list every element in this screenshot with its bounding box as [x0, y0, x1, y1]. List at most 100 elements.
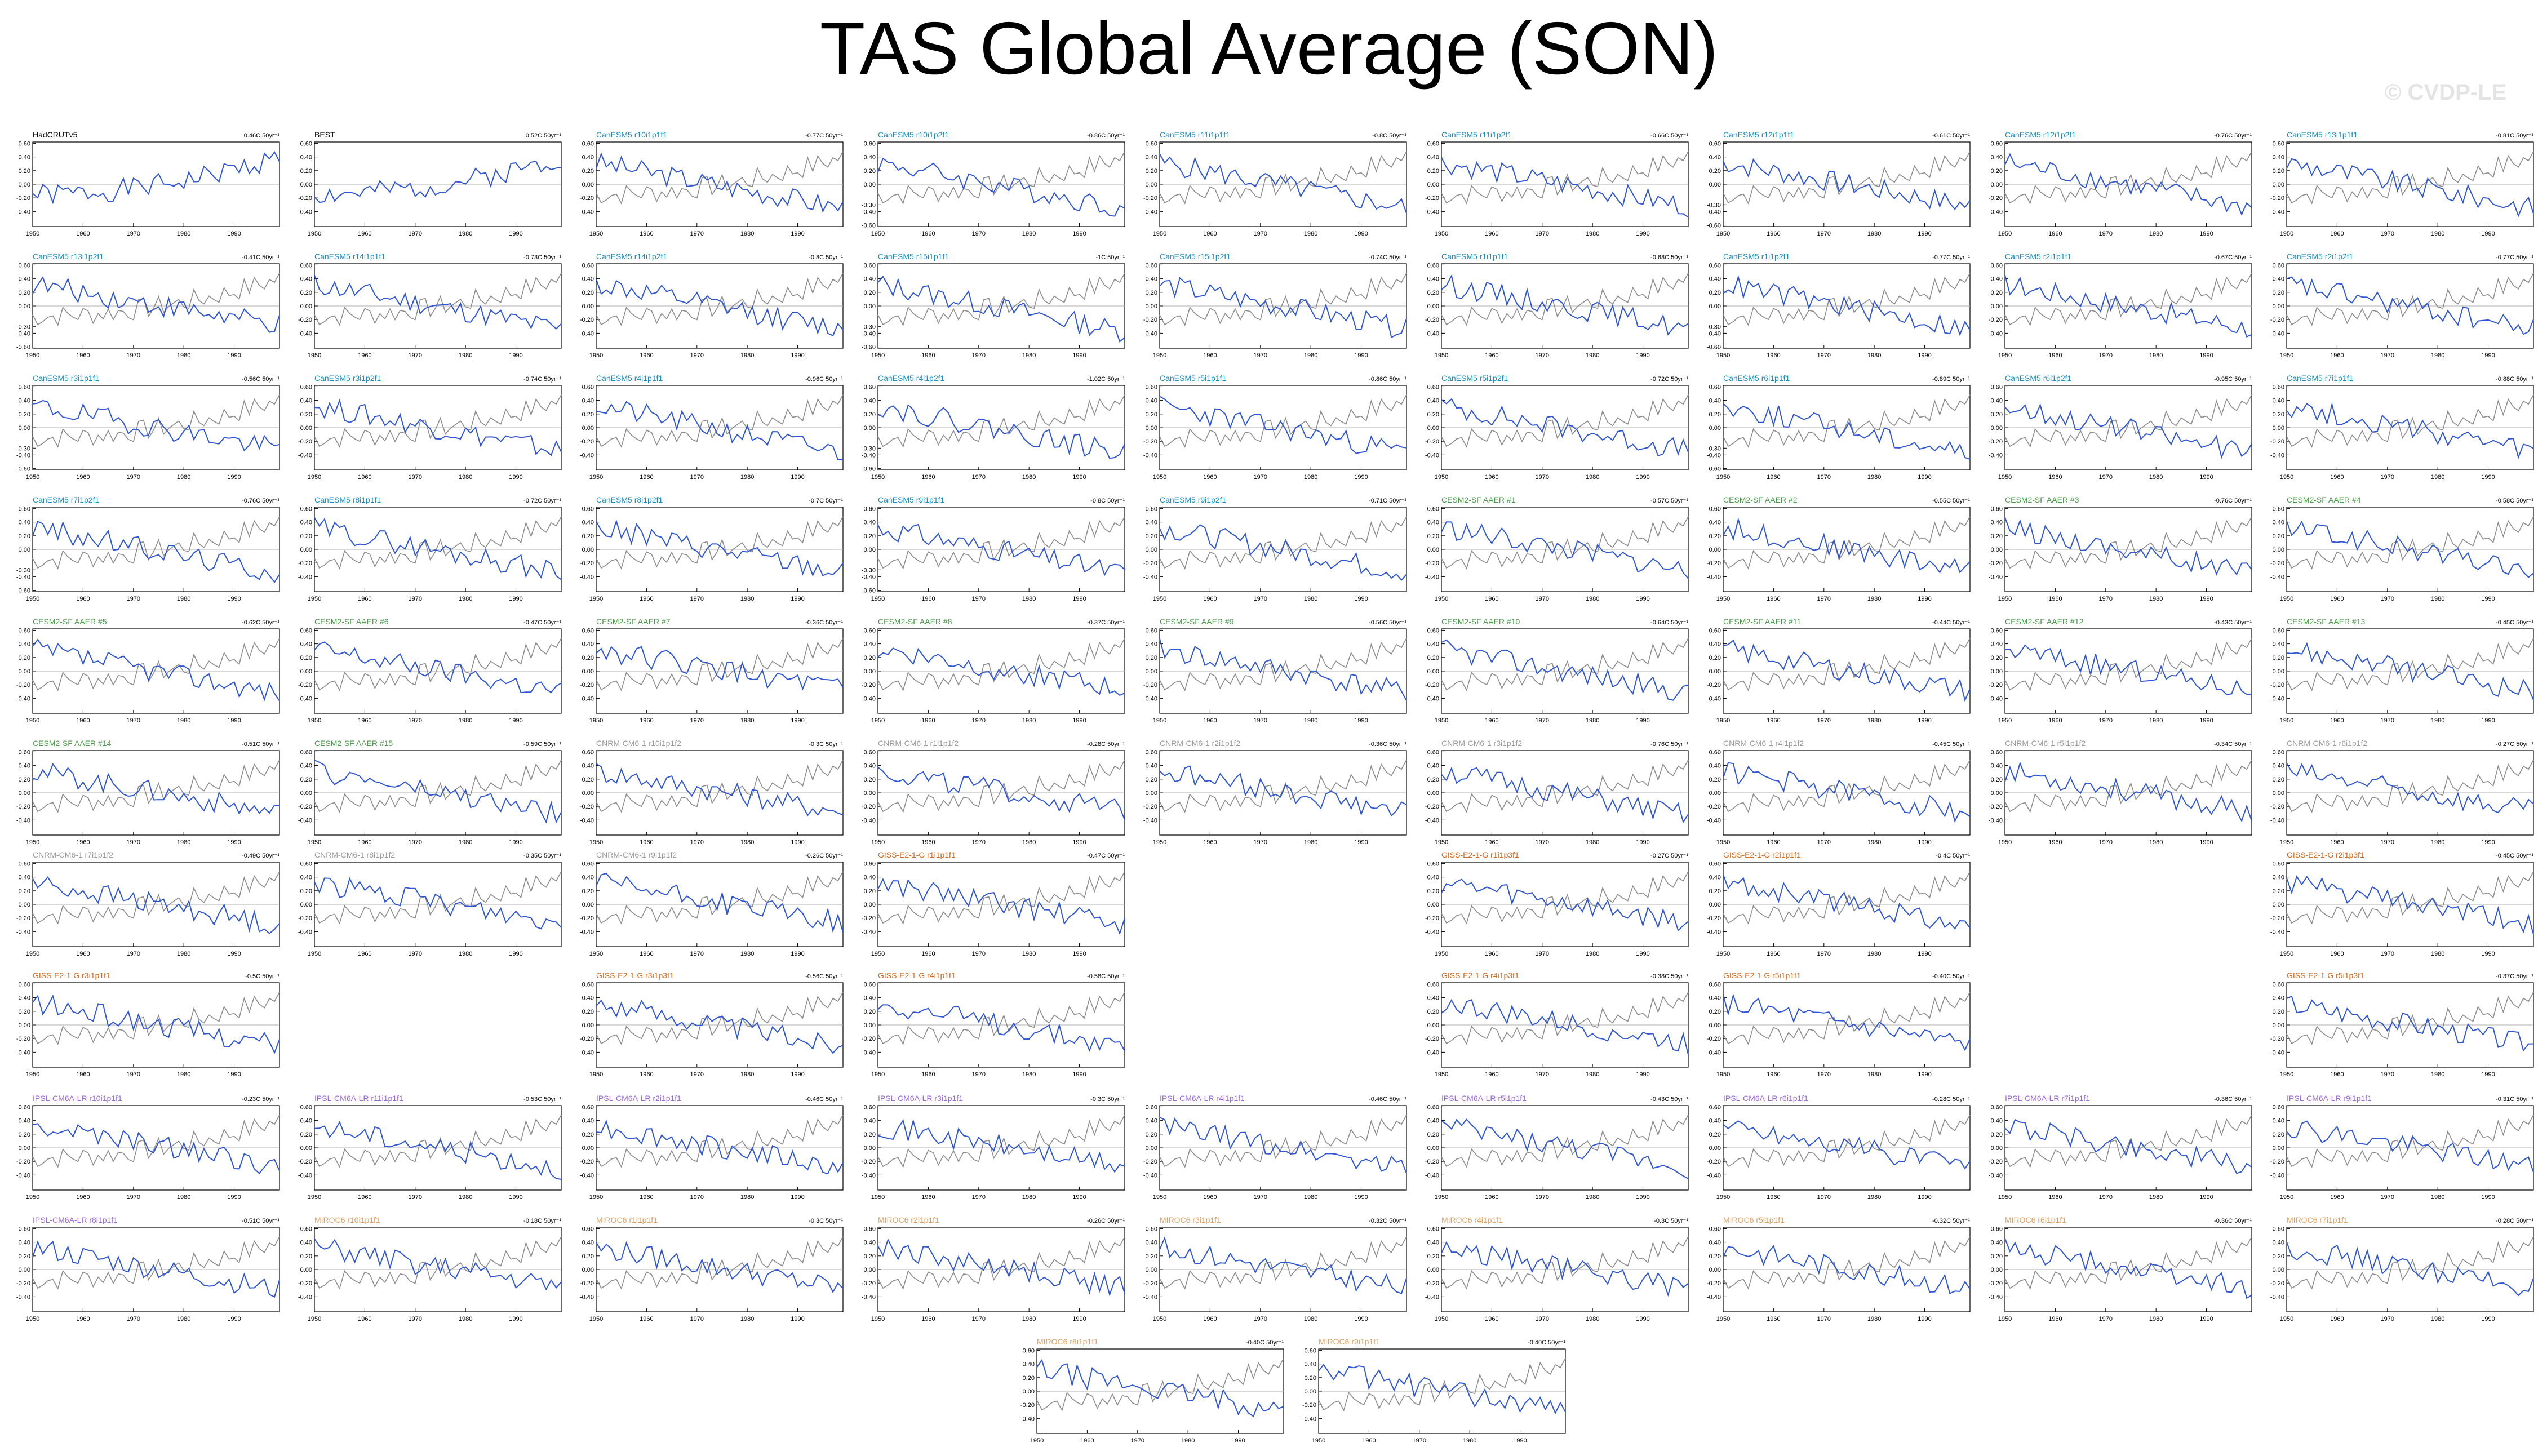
y-tick-label: 0.60 — [1991, 262, 2003, 269]
panel-label: IPSL-CM6A-LR r2i1p1f1 — [596, 1094, 681, 1103]
panel-label: GISS-E2-1-G r2i1p3f1 — [2287, 850, 2364, 859]
trend-value: -0.37C 50yr⁻¹ — [1087, 619, 1125, 626]
panel-label: IPSL-CM6A-LR r8i1p1f1 — [33, 1215, 118, 1224]
x-tick-label: 1950 — [2280, 1316, 2293, 1322]
observed-series-line — [314, 394, 562, 448]
y-tick-label: 0.20 — [19, 411, 30, 418]
y-tick-label: -0.20 — [1989, 438, 2003, 445]
trend-value: -0.3C 50yr⁻¹ — [809, 741, 843, 748]
x-tick-label: 1960 — [1485, 596, 1498, 602]
x-tick-label: 1980 — [2149, 1194, 2163, 1201]
x-tick-label: 1960 — [2330, 474, 2344, 481]
y-tick-label: 0.60 — [300, 505, 312, 512]
trend-value: -0.81C 50yr⁻¹ — [2496, 132, 2533, 139]
x-tick-label: 1960 — [2048, 230, 2062, 237]
x-tick-label: 1960 — [2048, 1316, 2062, 1322]
x-tick-label: 1970 — [690, 1071, 704, 1078]
y-tick-label: -0.40 — [862, 330, 876, 337]
x-tick-label: 1990 — [1918, 474, 1931, 481]
y-tick-label: 0.60 — [2273, 627, 2284, 634]
y-tick-label: 0.40 — [1991, 641, 2003, 648]
panel-label: CanESM5 r15i1p1f1 — [878, 252, 949, 261]
y-tick-label: 0.00 — [1146, 668, 1157, 675]
x-tick-label: 1980 — [1867, 1316, 1881, 1322]
member-series-line — [1723, 762, 1971, 823]
x-tick-label: 1970 — [2381, 1071, 2394, 1078]
panel-label: GISS-E2-1-G r4i1p3f1 — [1441, 971, 1519, 980]
x-tick-label: 1970 — [690, 839, 704, 846]
observed-series-line — [1159, 516, 1407, 570]
member-series-line — [877, 766, 1125, 820]
y-tick-label: -0.40 — [1425, 208, 1439, 215]
x-tick-label: 1960 — [1767, 1071, 1780, 1078]
y-tick-label: 0.00 — [582, 790, 594, 797]
panel-label: CanESM5 r5i1p2f1 — [1441, 374, 1508, 383]
x-tick-label: 1980 — [1586, 474, 1599, 481]
x-tick-label: 1960 — [358, 596, 371, 602]
x-tick-label: 1980 — [1022, 596, 1036, 602]
y-tick-label: -0.30 — [1707, 323, 1721, 330]
trend-value: -0.37C 50yr⁻¹ — [2496, 973, 2533, 980]
x-tick-label: 1980 — [1304, 230, 1317, 237]
panel-label: MIROC6 r7i1p1f1 — [2287, 1215, 2348, 1224]
x-tick-label: 1960 — [76, 352, 90, 359]
x-tick-label: 1950 — [2280, 1194, 2293, 1201]
trend-value: -0.72C 50yr⁻¹ — [1650, 376, 1688, 383]
trend-value: -0.88C 50yr⁻¹ — [2496, 376, 2533, 383]
trend-value: -0.35C 50yr⁻¹ — [523, 853, 561, 859]
member-series-line — [2286, 276, 2534, 335]
chart-panel: CESM2-SF AAER #3 -0.76C 50yr⁻¹ 0.60 0.40 0.2… — [1989, 495, 2252, 602]
x-tick-label: 1950 — [1998, 352, 2012, 359]
panel-label: CESM2-SF AAER #13 — [2287, 617, 2365, 626]
x-tick-label: 1990 — [1636, 951, 1649, 957]
trend-value: -0.46C 50yr⁻¹ — [805, 1096, 843, 1103]
observed-series-line — [877, 871, 1125, 925]
y-tick-label: 0.40 — [1427, 1240, 1439, 1246]
x-tick-label: 1950 — [1153, 1316, 1166, 1322]
observed-series-line — [314, 1115, 562, 1168]
y-tick-label: -0.30 — [16, 445, 30, 452]
panel-label: CanESM5 r10i1p1f1 — [596, 130, 667, 139]
y-tick-label: 0.60 — [1709, 981, 1721, 988]
panel-label: MIROC6 r8i1p1f1 — [1037, 1337, 1098, 1346]
x-tick-label: 1980 — [1867, 1071, 1881, 1078]
x-tick-label: 1990 — [791, 717, 804, 724]
y-tick-label: 0.40 — [300, 1118, 312, 1125]
x-tick-label: 1960 — [76, 1071, 90, 1078]
y-tick-label: 0.20 — [1709, 1253, 1721, 1260]
trend-value: -0.47C 50yr⁻¹ — [523, 619, 561, 626]
y-tick-label: -0.20 — [580, 804, 594, 810]
x-tick-label: 1980 — [2149, 839, 2163, 846]
chart-panel: IPSL-CM6A-LR r4i1p1f1 -0.46C 50yr⁻¹ 0.60 0.… — [1143, 1094, 1407, 1201]
y-tick-label: -0.30 — [862, 323, 876, 330]
y-tick-label: 0.60 — [300, 749, 312, 756]
y-tick-label: -0.40 — [298, 208, 312, 215]
x-tick-label: 1970 — [127, 474, 140, 481]
y-tick-label: 0.20 — [19, 533, 30, 540]
y-tick-label: -0.60 — [862, 223, 876, 229]
y-tick-label: 0.60 — [582, 140, 594, 147]
trend-value: -0.56C 50yr⁻¹ — [805, 973, 843, 980]
y-tick-label: 0.00 — [1709, 790, 1721, 797]
member-series-line — [314, 760, 562, 824]
y-tick-label: 0.60 — [864, 505, 876, 512]
x-tick-label: 1990 — [227, 717, 241, 724]
y-tick-label: 0.40 — [19, 995, 30, 1002]
x-tick-label: 1980 — [2149, 717, 2163, 724]
x-tick-label: 1980 — [1022, 839, 1036, 846]
y-tick-label: -0.20 — [1989, 1158, 2003, 1165]
chart-panel: IPSL-CM6A-LR r5i1p1f1 -0.43C 50yr⁻¹ 0.60 0.… — [1425, 1094, 1689, 1201]
x-tick-label: 1990 — [2481, 474, 2495, 481]
trend-value: 0.46C 50yr⁻¹ — [244, 132, 280, 139]
x-tick-label: 1950 — [589, 951, 603, 957]
member-series-line — [2004, 517, 2252, 576]
observed-series-line — [1723, 992, 1971, 1045]
y-tick-label: 0.20 — [2273, 1131, 2284, 1138]
observed-series-line — [596, 992, 844, 1045]
x-tick-label: 1970 — [1254, 474, 1267, 481]
x-tick-label: 1960 — [1767, 596, 1780, 602]
x-tick-label: 1970 — [2099, 230, 2113, 237]
panel-label: CNRM-CM6-1 r6i1p1f2 — [2287, 739, 2367, 748]
x-tick-label: 1950 — [2280, 596, 2293, 602]
x-tick-label: 1980 — [2149, 352, 2163, 359]
